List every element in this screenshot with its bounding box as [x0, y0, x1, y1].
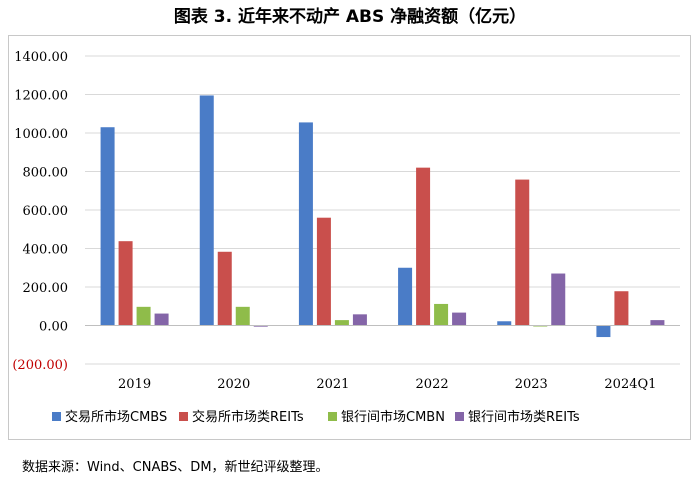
bar — [136, 306, 151, 326]
x-axis-ticks: 2019 2020 2021 2022 2023 2024Q1 — [118, 377, 656, 392]
y-tick-label: 200.00 — [23, 281, 69, 296]
y-tick-label: 1400.00 — [14, 50, 68, 65]
legend-swatch — [328, 412, 337, 421]
bar — [614, 291, 629, 326]
source-note: 数据来源：Wind、CNABS、DM，新世纪评级整理。 — [22, 460, 329, 475]
bar — [551, 273, 566, 326]
x-tick-label: 2024Q1 — [604, 377, 656, 392]
legend-swatch — [179, 412, 188, 421]
bar — [497, 321, 512, 326]
chart-frame — [8, 35, 691, 440]
bar — [334, 320, 349, 326]
bar — [416, 167, 431, 326]
figure-title: 图表 3. 近年来不动产 ABS 净融资额（亿元） — [173, 7, 527, 27]
legend-label: 银行间市场类REITs — [468, 409, 580, 425]
x-tick-label: 2023 — [515, 377, 548, 392]
y-tick-label: 400.00 — [23, 243, 69, 258]
y-tick-label: 800.00 — [23, 166, 69, 181]
legend-label: 交易所市场CMBS — [65, 409, 167, 425]
y-tick-label: 600.00 — [23, 204, 69, 219]
x-tick-label: 2019 — [118, 377, 151, 392]
x-tick-label: 2022 — [416, 377, 449, 392]
bar — [316, 217, 331, 326]
y-tick-label: 0.00 — [39, 320, 68, 335]
bar — [235, 306, 250, 326]
bar — [434, 303, 449, 326]
bar — [596, 325, 611, 338]
bar — [253, 325, 268, 327]
bar — [100, 127, 115, 326]
legend-label: 银行间市场CMBN — [341, 409, 445, 425]
y-tick-label: (200.00) — [12, 358, 68, 373]
bar — [118, 241, 133, 326]
legend-swatch — [455, 412, 464, 421]
legend-swatch — [52, 412, 61, 421]
bar — [515, 179, 530, 326]
bar — [452, 312, 467, 326]
x-tick-label: 2020 — [217, 377, 250, 392]
bar — [352, 314, 367, 326]
gridlines — [85, 55, 680, 365]
bar — [298, 122, 313, 326]
y-tick-label: 1000.00 — [14, 127, 68, 142]
bar — [650, 320, 665, 326]
bar — [154, 313, 169, 326]
y-tick-label: 1200.00 — [14, 89, 68, 104]
bars — [100, 95, 665, 338]
y-axis-ticks: (200.00) 0.00 200.00 400.00 600.00 800.00 1000… — [12, 50, 68, 373]
x-tick-label: 2021 — [316, 377, 349, 392]
bar — [398, 267, 413, 326]
bar — [217, 251, 232, 326]
legend: 交易所市场CMBS 交易所市场类REITs 银行间市场CMBN 银行间市场类REITs — [52, 409, 580, 425]
legend-label: 交易所市场类REITs — [192, 409, 304, 425]
bar — [199, 95, 214, 326]
